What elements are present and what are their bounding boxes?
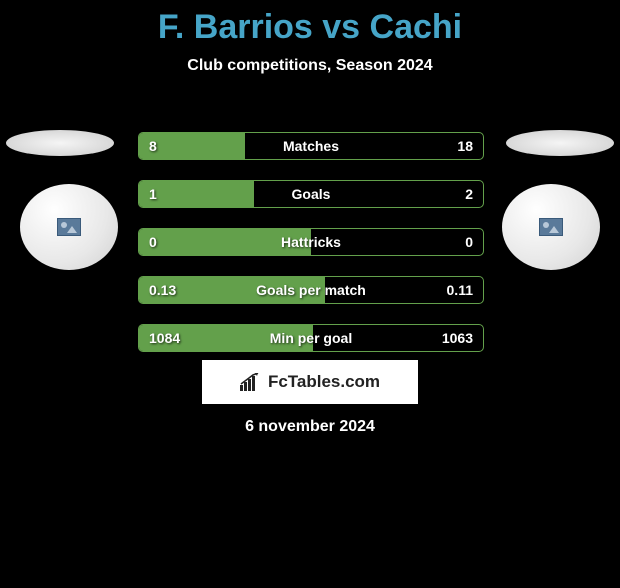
stat-label: Matches [139,133,483,159]
player1-avatar-icon [20,184,118,270]
stat-value-right: 0.11 [447,277,473,303]
placeholder-photo-icon [57,218,81,236]
stats-bars: 8Matches18 1Goals2 0Hattricks0 0.13Goals pe… [138,132,482,372]
stat-bar: 0Hattricks0 [138,228,484,256]
stat-bar: 0.13Goals per match0.11 [138,276,484,304]
stat-label: Goals per match [139,277,483,303]
stat-value-right: 2 [465,181,473,207]
stat-bar: 1Goals2 [138,180,484,208]
stat-value-right: 0 [465,229,473,255]
stat-value-right: 1063 [442,325,473,351]
comparison-widget: F. Barrios vs Cachi Club competitions, S… [0,8,620,588]
stat-label: Hattricks [139,229,483,255]
placeholder-photo-icon [539,218,563,236]
brand-text: FcTables.com [240,372,380,392]
brand-logo-icon [240,373,262,391]
stat-bar: 8Matches18 [138,132,484,160]
brand-label: FcTables.com [268,372,380,392]
page-title: F. Barrios vs Cachi [0,8,620,47]
player1-flag-icon [6,130,114,156]
brand-badge: FcTables.com [202,360,418,404]
player2-avatar-icon [502,184,600,270]
page-subtitle: Club competitions, Season 2024 [0,57,620,75]
stat-label: Min per goal [139,325,483,351]
date-label: 6 november 2024 [0,418,620,436]
stat-bar: 1084Min per goal1063 [138,324,484,352]
stat-label: Goals [139,181,483,207]
player2-flag-icon [506,130,614,156]
stat-value-right: 18 [457,133,473,159]
